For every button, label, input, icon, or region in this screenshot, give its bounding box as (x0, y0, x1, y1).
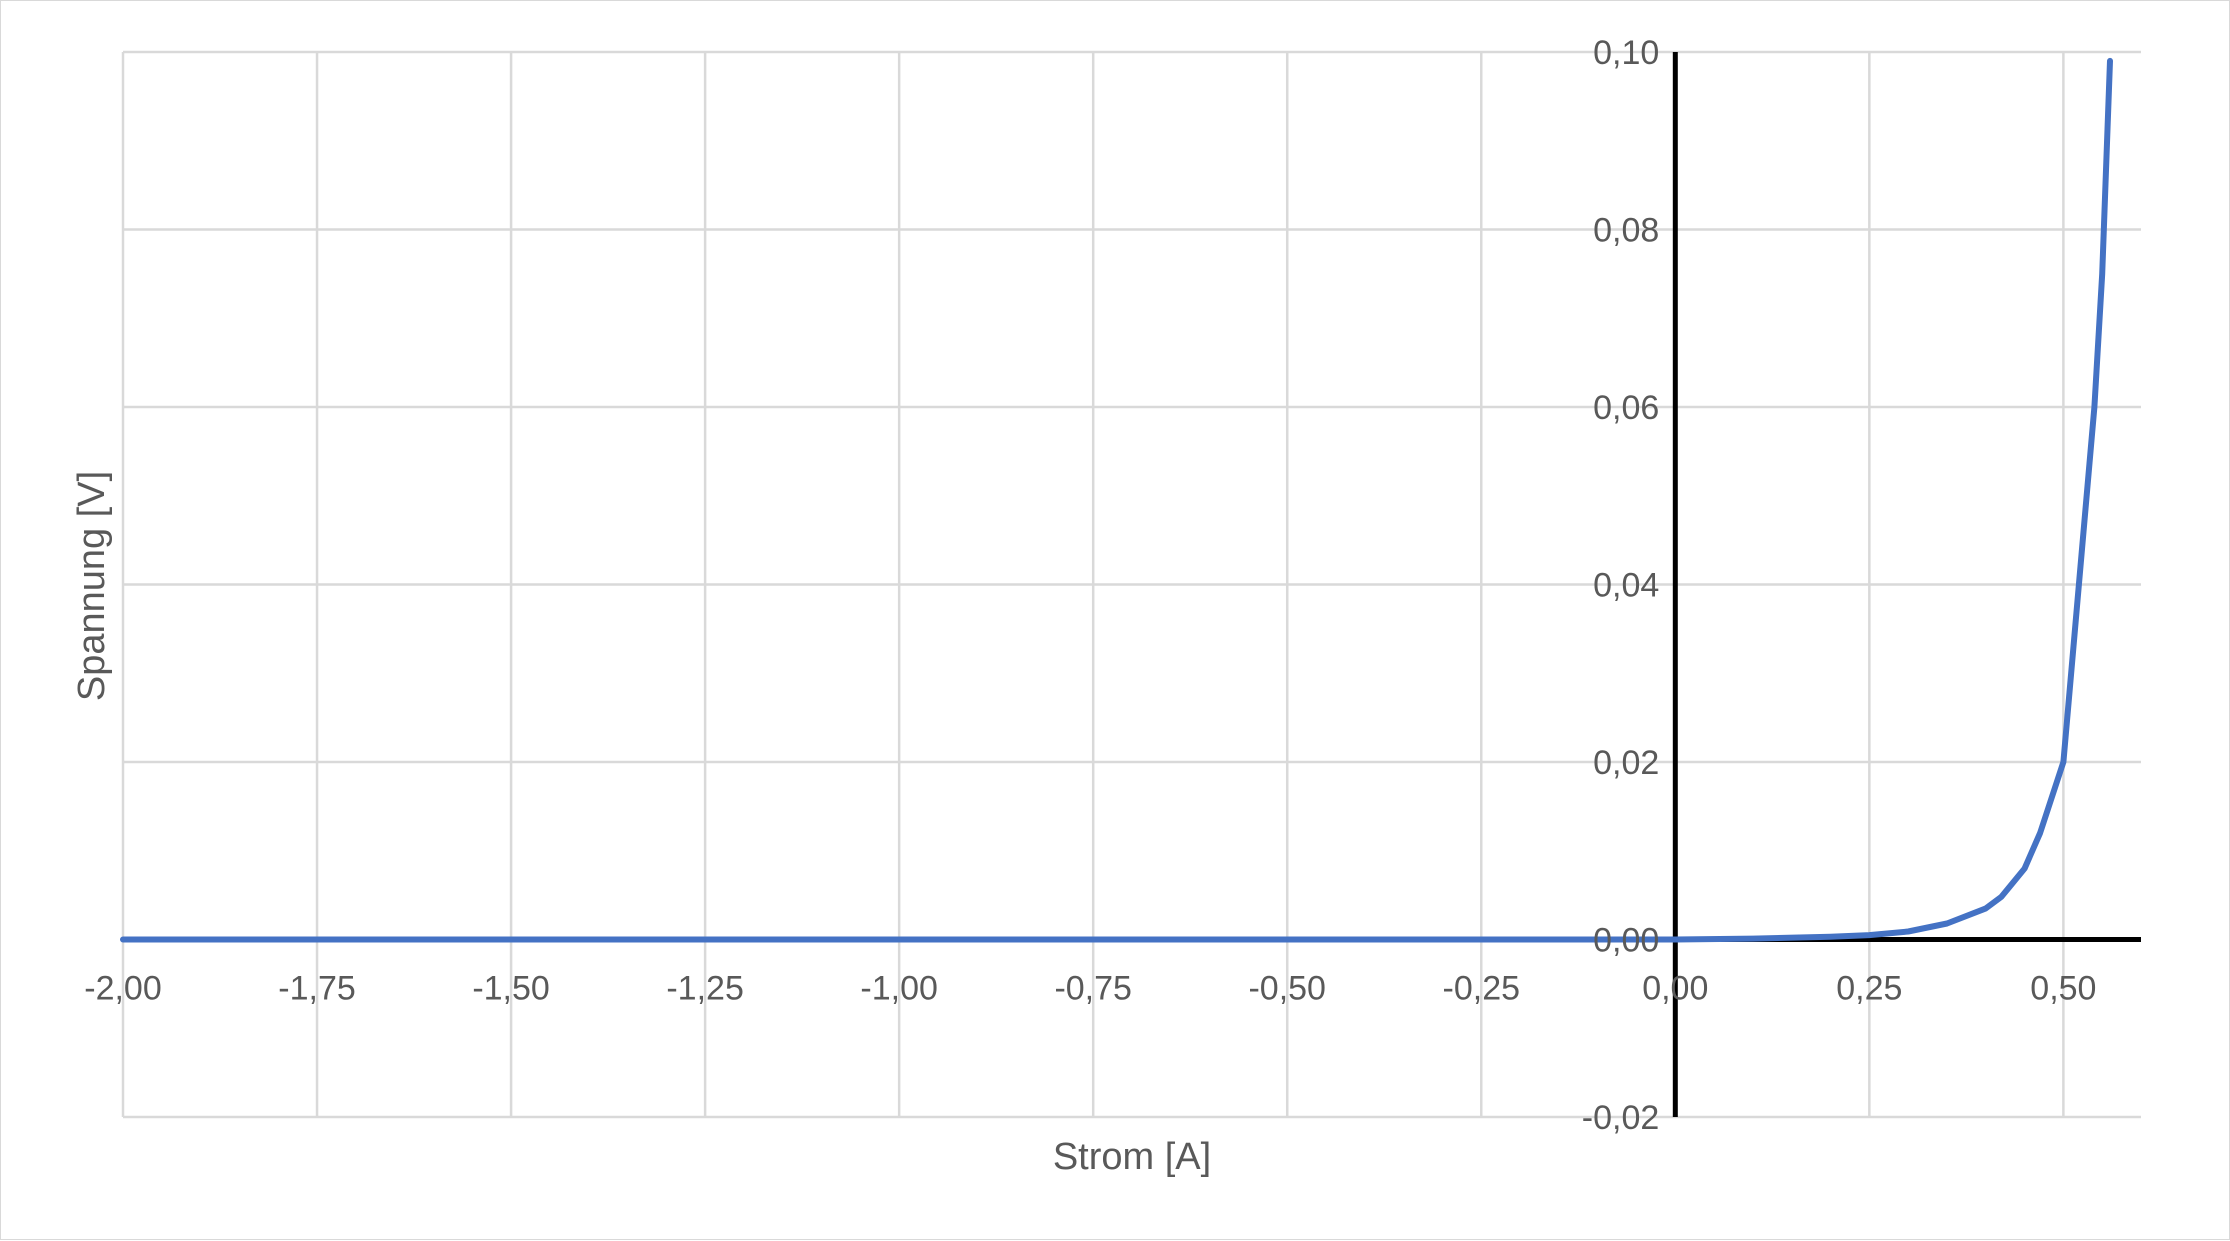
x-tick-label: -1,50 (472, 970, 550, 1008)
y-tick-label: 0,06 (1593, 389, 1659, 427)
y-tick-label: -0,02 (1582, 1099, 1660, 1137)
x-tick-labels: -2,00 -1,75 -1,50 -1,25 -1,00 -0,75 -0,50 -0,25… (84, 970, 2096, 1008)
y-gridlines (123, 50, 2141, 1119)
x-tick-label: -0,75 (1054, 970, 1132, 1008)
series-line (120, 57, 2113, 943)
x-tick-label: -1,25 (666, 970, 744, 1008)
y-tick-label: 0,02 (1593, 744, 1659, 782)
x-tick-label: 0,50 (2030, 970, 2096, 1008)
y-tick-label: 0,00 (1593, 922, 1659, 960)
x-tick-label: 0,00 (1642, 970, 1708, 1008)
x-tick-label: -0,25 (1443, 970, 1521, 1008)
y-tick-label: 0,04 (1593, 567, 1659, 605)
y-tick-label: 0,08 (1593, 212, 1659, 250)
y-axis-title: Spannung [V] (71, 471, 113, 701)
x-axis-title: Strom [A] (1053, 1136, 1211, 1178)
y-tick-labels: -0,02 0,00 0,02 0,04 0,06 0,08 0,10 (1582, 34, 1660, 1137)
x-tick-label: -1,00 (860, 970, 938, 1008)
y-tick-label: 0,10 (1593, 34, 1659, 72)
x-tick-label: -0,50 (1248, 970, 1326, 1008)
x-tick-label: -2,00 (84, 970, 162, 1008)
series-group (120, 57, 2113, 943)
x-tick-label: 0,25 (1836, 970, 1902, 1008)
x-tick-label: -1,75 (278, 970, 356, 1008)
